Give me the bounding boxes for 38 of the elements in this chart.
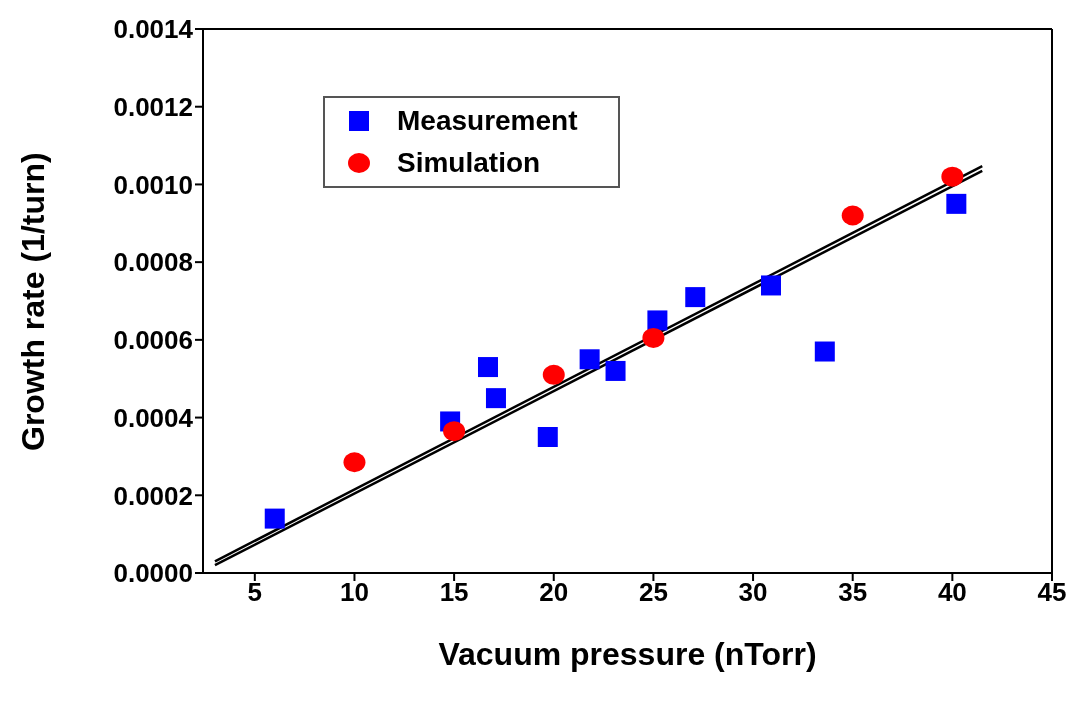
point [537, 427, 558, 447]
y-tick-label: 0.0010 [113, 169, 193, 200]
point [941, 166, 964, 187]
x-tick-label: 15 [439, 577, 469, 608]
point [642, 327, 665, 348]
point [443, 421, 466, 442]
y-tick-label: 0.0008 [113, 247, 193, 278]
x-tick-label: 35 [838, 577, 868, 608]
y-tick-label: 0.0002 [113, 480, 193, 511]
point [264, 508, 285, 529]
point [946, 193, 967, 214]
point [841, 205, 864, 226]
legend-label: Simulation [397, 147, 541, 179]
x-axis-title: Vacuum pressure (nTorr) [438, 636, 817, 672]
x-tick-label: 25 [638, 577, 668, 608]
point [685, 287, 706, 308]
y-tick-label: 0.0014 [113, 14, 194, 45]
x-tick-label: 10 [340, 577, 369, 608]
y-tick-label: 0.0000 [113, 558, 193, 589]
y-tick-label: 0.0012 [113, 91, 193, 122]
point [605, 360, 626, 381]
point [814, 341, 835, 362]
point [760, 275, 781, 296]
point [343, 452, 366, 473]
y-axis-title: Growth rate (1/turn) [15, 152, 52, 451]
legend-label: Measurement [397, 105, 578, 137]
x-tick-label: 5 [247, 577, 263, 608]
y-tick-label: 0.0006 [113, 325, 193, 356]
point [647, 310, 668, 331]
x-tick-label: 45 [1037, 577, 1067, 608]
point [579, 349, 600, 370]
point [485, 388, 506, 409]
point [542, 364, 565, 385]
x-tick-label: 40 [937, 577, 967, 608]
y-tick-label: 0.0004 [113, 402, 194, 433]
x-tick-label: 30 [738, 577, 768, 608]
point [477, 357, 498, 378]
x-tick-label: 20 [539, 577, 569, 608]
